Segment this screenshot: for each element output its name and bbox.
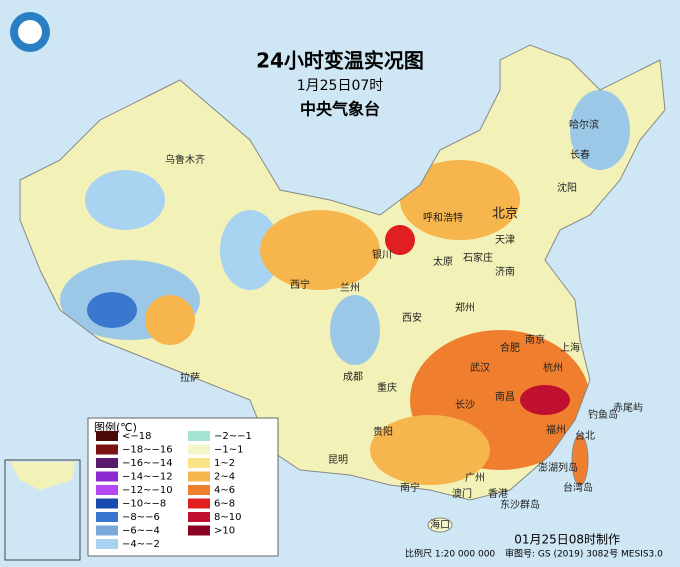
legend-title: 图例(℃) xyxy=(94,420,137,434)
city-label: 太原 xyxy=(433,255,453,268)
field-blob xyxy=(400,160,520,240)
legend-swatch xyxy=(188,485,210,495)
legend-swatch xyxy=(188,444,210,455)
city-label: 重庆 xyxy=(377,381,397,394)
legend-label: <−18 xyxy=(122,431,151,442)
field-blob xyxy=(260,210,380,290)
city-label: 合肥 xyxy=(500,341,520,354)
legend-swatch xyxy=(188,431,210,441)
city-label: 澳门 xyxy=(452,487,472,500)
city-label: 银川 xyxy=(372,248,392,261)
legend-swatch xyxy=(96,444,118,455)
review-no: 审图号: GS (2019) 3082号 MESIS3.0 xyxy=(505,548,663,560)
city-label: 昆明 xyxy=(328,454,348,466)
city-label: 武汉 xyxy=(470,361,490,374)
made-time: 01月25日08时制作 xyxy=(514,533,620,547)
city-label: 南京 xyxy=(525,333,545,346)
city-label: 济南 xyxy=(495,265,515,278)
legend-label: −6~−4 xyxy=(122,526,160,537)
field-blob xyxy=(220,210,280,290)
city-label: 福州 xyxy=(546,423,566,436)
legend-label: −18~−16 xyxy=(122,445,173,456)
city-label: 郑州 xyxy=(455,301,475,314)
legend-label: −16~−14 xyxy=(122,458,173,469)
field-blob xyxy=(570,90,630,170)
legend-swatch xyxy=(188,512,210,522)
legend-swatch xyxy=(96,431,118,441)
legend-label: 1~2 xyxy=(214,458,235,469)
legend-swatch xyxy=(96,498,118,509)
legend-label: −14~−12 xyxy=(122,472,173,483)
legend-label: −12~−10 xyxy=(122,485,173,496)
legend-swatch xyxy=(188,498,210,509)
legend-label: −8~−6 xyxy=(122,512,160,523)
city-label: 石家庄 xyxy=(463,251,493,264)
legend-swatch xyxy=(188,471,210,482)
city-label: 乌鲁木齐 xyxy=(165,153,205,166)
legend-swatch xyxy=(96,539,118,549)
logo-inner xyxy=(18,20,42,44)
hainan xyxy=(427,517,453,533)
inset-land xyxy=(10,462,75,490)
city-label: 南昌 xyxy=(495,390,515,403)
legend-swatch xyxy=(96,458,118,468)
city-label: 长沙 xyxy=(455,399,475,411)
city-label: 钓鱼岛 xyxy=(588,408,618,421)
scale: 比例尺 1:20 000 000 xyxy=(405,548,495,560)
taiwan xyxy=(571,434,589,486)
agency: 中央气象台 xyxy=(300,100,380,119)
city-label: 上海 xyxy=(560,341,580,354)
city-label: 呼和浩特 xyxy=(423,212,463,224)
legend-label: −4~−2 xyxy=(122,539,160,550)
subtitle: 1月25日07时 xyxy=(297,78,384,94)
legend-label: −2~−1 xyxy=(214,431,252,442)
legend-label: 4~6 xyxy=(214,485,235,496)
city-label: 拉萨 xyxy=(180,371,200,384)
field-blob xyxy=(370,415,490,485)
field-blob xyxy=(87,292,137,328)
legend-label: −10~−8 xyxy=(122,499,166,510)
legend-label: −1~1 xyxy=(214,445,243,456)
city-label: 兰州 xyxy=(340,281,360,294)
city-label: 天津 xyxy=(495,234,515,246)
city-label: 贵阳 xyxy=(373,425,393,438)
legend-items: <−18 −18~−16 −16~−14 −14~−12 −12~−10 −10~−8 −8… xyxy=(96,431,252,550)
legend-swatch xyxy=(188,458,210,468)
legend-label: 6~8 xyxy=(214,499,235,510)
city-label: 海口 xyxy=(430,518,450,531)
city-label: 西安 xyxy=(402,311,422,324)
city-label: 长春 xyxy=(570,149,590,161)
field-blob xyxy=(520,385,570,415)
city-label: 哈尔滨 xyxy=(569,118,599,131)
legend-swatch xyxy=(96,485,118,495)
city-label: 东沙群岛 xyxy=(500,498,540,511)
city-label: 沈阳 xyxy=(557,181,577,194)
legend-label: >10 xyxy=(214,526,235,537)
city-label: 香港 xyxy=(488,488,508,500)
city-label: 赤尾屿 xyxy=(613,402,643,414)
city-label: 澎湖列岛 xyxy=(538,461,578,474)
field-blob xyxy=(385,225,415,255)
field-blob xyxy=(145,295,195,345)
city-label: 南宁 xyxy=(400,481,420,494)
city-label: 台湾岛 xyxy=(563,481,593,494)
legend-swatch xyxy=(188,525,210,536)
legend-label: 2~4 xyxy=(214,472,235,483)
legend-box xyxy=(87,417,279,557)
legend-swatch xyxy=(96,512,118,522)
city-label: 北京 xyxy=(492,207,518,222)
legend-swatch xyxy=(96,471,118,482)
field-blob xyxy=(330,295,380,365)
legend-swatch xyxy=(96,525,118,536)
city-label: 台北 xyxy=(575,429,595,442)
legend-label: 8~10 xyxy=(214,512,241,523)
field-blob xyxy=(85,170,165,230)
city-label: 西宁 xyxy=(290,278,310,291)
title: 24小时变温实况图 xyxy=(256,49,424,73)
city-label: 杭州 xyxy=(543,361,563,374)
city-label: 成都 xyxy=(343,371,363,383)
city-label: 广州 xyxy=(465,472,485,484)
